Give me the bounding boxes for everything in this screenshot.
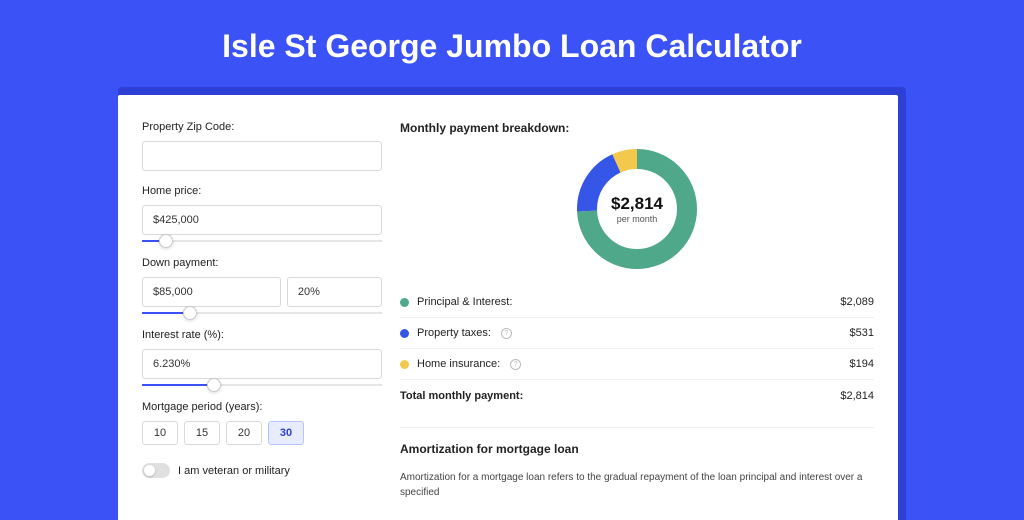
zip-label: Property Zip Code: bbox=[142, 121, 382, 133]
toggle-knob bbox=[144, 465, 155, 476]
down-payment-input[interactable] bbox=[142, 277, 281, 307]
page-title: Isle St George Jumbo Loan Calculator bbox=[0, 0, 1024, 87]
home-price-input[interactable] bbox=[142, 205, 382, 235]
legend-value: $531 bbox=[850, 327, 874, 339]
help-icon[interactable]: ? bbox=[501, 328, 512, 339]
total-row: Total monthly payment: $2,814 bbox=[400, 380, 874, 411]
help-icon[interactable]: ? bbox=[510, 359, 521, 370]
legend-row: Property taxes:? $531 bbox=[400, 318, 874, 349]
donut-center: $2,814 per month bbox=[577, 149, 697, 269]
down-payment-pct-input[interactable] bbox=[287, 277, 382, 307]
slider-fill bbox=[142, 384, 214, 386]
legend-value: $2,089 bbox=[840, 296, 874, 308]
breakdown-title: Monthly payment breakdown: bbox=[400, 121, 874, 135]
total-value: $2,814 bbox=[840, 390, 874, 402]
period-option-30[interactable]: 30 bbox=[268, 421, 304, 445]
period-option-20[interactable]: 20 bbox=[226, 421, 262, 445]
form-column: Property Zip Code: Home price: Down paym… bbox=[142, 121, 382, 520]
zip-field: Property Zip Code: bbox=[142, 121, 382, 171]
slider-thumb[interactable] bbox=[183, 306, 197, 320]
down-payment-label: Down payment: bbox=[142, 257, 382, 269]
down-payment-field: Down payment: bbox=[142, 257, 382, 321]
interest-slider[interactable] bbox=[142, 379, 382, 393]
legend-dot bbox=[400, 360, 409, 369]
home-price-slider[interactable] bbox=[142, 235, 382, 249]
zip-input[interactable] bbox=[142, 141, 382, 171]
breakdown-column: Monthly payment breakdown: $2,814 per mo… bbox=[400, 121, 874, 520]
donut-sub: per month bbox=[617, 214, 658, 224]
donut-wrap: $2,814 per month bbox=[400, 149, 874, 269]
interest-label: Interest rate (%): bbox=[142, 329, 382, 341]
card-shadow: Property Zip Code: Home price: Down paym… bbox=[118, 87, 906, 520]
period-option-15[interactable]: 15 bbox=[184, 421, 220, 445]
legend-value: $194 bbox=[850, 358, 874, 370]
legend-row: Principal & Interest: $2,089 bbox=[400, 287, 874, 318]
period-options: 10152030 bbox=[142, 421, 382, 445]
slider-thumb[interactable] bbox=[207, 378, 221, 392]
legend-row: Home insurance:? $194 bbox=[400, 349, 874, 380]
donut-amount: $2,814 bbox=[611, 194, 663, 214]
veteran-toggle[interactable] bbox=[142, 463, 170, 478]
legend-label: Property taxes: bbox=[417, 327, 491, 339]
legend-dot bbox=[400, 329, 409, 338]
slider-track bbox=[142, 240, 382, 242]
home-price-label: Home price: bbox=[142, 185, 382, 197]
veteran-label: I am veteran or military bbox=[178, 465, 290, 477]
amortization-title: Amortization for mortgage loan bbox=[400, 442, 874, 456]
legend-label: Home insurance: bbox=[417, 358, 500, 370]
period-label: Mortgage period (years): bbox=[142, 401, 382, 413]
period-field: Mortgage period (years): 10152030 bbox=[142, 401, 382, 445]
interest-input[interactable] bbox=[142, 349, 382, 379]
calculator-card: Property Zip Code: Home price: Down paym… bbox=[118, 95, 898, 520]
down-payment-slider[interactable] bbox=[142, 307, 382, 321]
veteran-row: I am veteran or military bbox=[142, 463, 382, 478]
legend-label: Principal & Interest: bbox=[417, 296, 512, 308]
slider-thumb[interactable] bbox=[159, 234, 173, 248]
payment-donut-chart: $2,814 per month bbox=[577, 149, 697, 269]
total-label: Total monthly payment: bbox=[400, 390, 523, 402]
legend-dot bbox=[400, 298, 409, 307]
interest-field: Interest rate (%): bbox=[142, 329, 382, 393]
amortization-text: Amortization for a mortgage loan refers … bbox=[400, 470, 874, 500]
period-option-10[interactable]: 10 bbox=[142, 421, 178, 445]
amortization-block: Amortization for mortgage loan Amortizat… bbox=[400, 427, 874, 500]
home-price-field: Home price: bbox=[142, 185, 382, 249]
